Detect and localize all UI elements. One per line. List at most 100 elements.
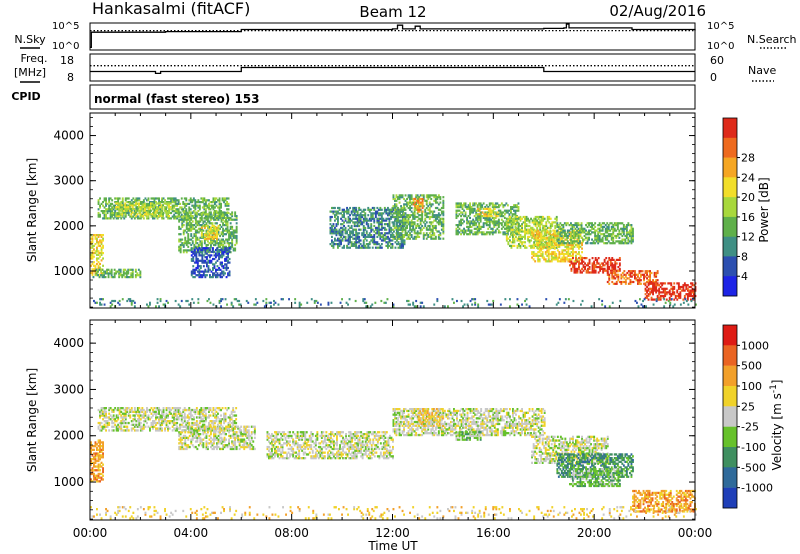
cell-power-7 (359, 212, 362, 215)
cell-power-12 (505, 221, 508, 224)
cell-power-8 (425, 234, 428, 237)
cell-power-4 (196, 213, 199, 216)
cell-power-7 (356, 212, 359, 215)
cell-power-2 (203, 206, 206, 209)
cell-power-4 (184, 236, 187, 239)
cell-power-2 (171, 206, 174, 209)
cell-power-2 (195, 215, 198, 218)
cell-power-8 (395, 196, 398, 199)
cell-power-10 (496, 220, 499, 223)
cell-power-14 (568, 229, 571, 232)
cell-power-8 (436, 221, 439, 224)
cell-power-2 (146, 217, 148, 220)
cell-power-15 (572, 264, 574, 267)
cell-power-7 (352, 206, 355, 210)
cell-power-5 (200, 232, 203, 235)
cell-power-15 (594, 264, 597, 267)
cell-power-6 (207, 250, 210, 253)
cell-power-14 (577, 222, 580, 225)
cell-power-8 (397, 210, 399, 213)
cell-power-8 (442, 214, 445, 217)
cell-power-5 (216, 226, 218, 229)
cell-power-7 (352, 210, 355, 213)
cell-power-7 (335, 210, 338, 213)
cell-power-2 (136, 202, 139, 205)
cell-power-7 (396, 214, 398, 217)
cell-power-6 (190, 257, 193, 261)
cell-power-7 (344, 217, 347, 220)
cell-power-10 (479, 218, 482, 221)
cell-power-8 (428, 215, 431, 219)
cell-power-8 (433, 194, 436, 197)
cell-power-14 (632, 231, 634, 234)
cell-power-7 (334, 210, 336, 213)
cell-power-8 (433, 199, 436, 202)
cell-power-17 (671, 291, 674, 294)
cell-power-15 (582, 266, 585, 269)
cell-power-3 (118, 215, 121, 218)
cell-power-10 (479, 225, 482, 228)
cell-power-3 (124, 202, 127, 205)
cell-power-10 (494, 229, 497, 232)
cell-power-14 (560, 229, 563, 232)
cell-power-2 (218, 201, 221, 204)
cell-power-10 (460, 218, 462, 221)
cell-power-2 (135, 208, 138, 211)
cell-power-16 (649, 279, 651, 282)
cell-power-6 (227, 248, 229, 252)
cell-power-12 (510, 246, 513, 249)
cell-power-13 (561, 251, 564, 254)
cell-power-13 (546, 249, 549, 252)
cell-power-2 (201, 201, 204, 204)
cell-power-6 (206, 261, 208, 264)
cell-power-18 (247, 301, 250, 304)
cell-power-4 (207, 249, 209, 252)
cell-power-13 (567, 258, 570, 261)
cell-power-4 (220, 218, 223, 221)
cell-power-6 (222, 252, 225, 255)
cell-power-10 (455, 209, 458, 212)
cell-power-2 (129, 206, 132, 209)
cell-power-8 (419, 205, 422, 208)
cell-power-17 (647, 293, 650, 296)
cell-power-2 (168, 201, 171, 204)
cell-power-8 (422, 205, 425, 208)
cell-power-13 (534, 254, 537, 257)
cell-power-7 (377, 219, 380, 222)
cell-power-2 (161, 217, 163, 220)
cell-power-16 (649, 273, 651, 276)
cell-power-7 (364, 226, 367, 229)
cell-power-13 (547, 254, 550, 257)
cell-power-12 (542, 219, 545, 222)
cell-power-7 (337, 212, 339, 215)
cell-power-7 (338, 206, 341, 210)
cell-power-13 (546, 245, 549, 248)
cell-power-7 (388, 208, 391, 211)
cell-power-10 (455, 202, 458, 205)
cell-power-18 (288, 298, 290, 301)
cell-power-2 (111, 210, 114, 213)
cell-power-2 (99, 206, 101, 209)
cell-power-7 (368, 226, 371, 229)
cell-power-6 (216, 254, 219, 257)
cell-power-7 (367, 219, 370, 222)
cell-power-10 (479, 227, 482, 230)
cell-power-4 (199, 240, 202, 243)
cell-power-6 (192, 265, 195, 268)
cell-power-7 (346, 212, 348, 215)
cell-power-2 (165, 215, 168, 218)
cell-power-7 (359, 221, 362, 224)
cell-power-6 (209, 256, 211, 259)
cell-power-13 (562, 256, 565, 259)
cell-power-7 (358, 239, 361, 242)
cell-power-2 (223, 197, 225, 200)
cell-power-10 (455, 233, 458, 236)
cell-power-7 (377, 221, 380, 224)
cell-power-13 (581, 242, 583, 245)
cell-power-14 (609, 229, 612, 232)
cell-power-2 (105, 210, 107, 213)
cell-power-13 (540, 254, 543, 257)
cell-power-18 (114, 299, 117, 303)
cell-power-10 (478, 231, 481, 234)
cell-power-15 (591, 264, 594, 267)
